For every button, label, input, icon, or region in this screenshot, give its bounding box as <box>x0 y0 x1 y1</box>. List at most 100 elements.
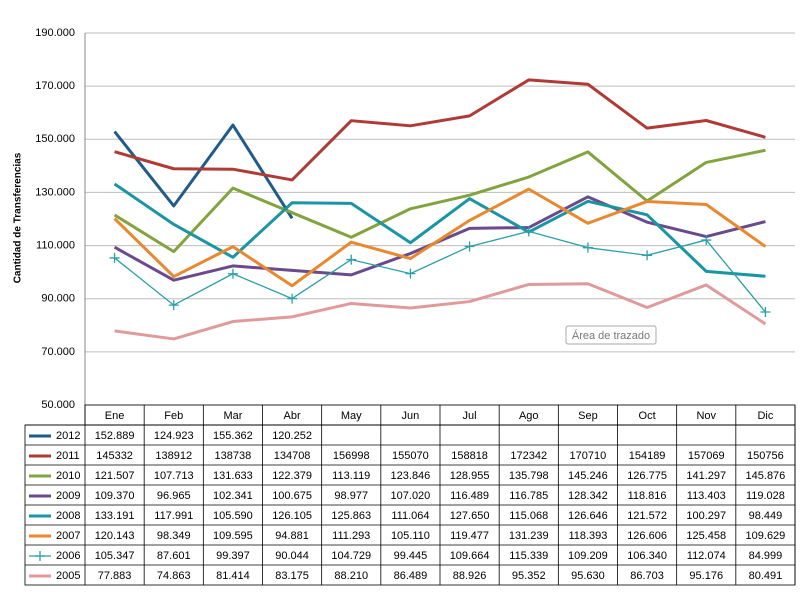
y-tick-label: 170.000 <box>35 80 75 92</box>
table-value: 135.798 <box>509 470 549 482</box>
series-line <box>114 282 767 341</box>
table-value: 115.339 <box>509 550 548 562</box>
table-value: 113.119 <box>332 470 370 482</box>
table-value: 131.633 <box>213 470 253 482</box>
table-value: 120.143 <box>95 530 135 542</box>
x-tick-label: Abr <box>284 410 301 422</box>
table-value: 118.816 <box>628 490 667 502</box>
legend-label: 2011 <box>56 450 80 462</box>
y-axis-title: Cantidad de Transferencias <box>13 152 24 283</box>
point-marker <box>227 268 238 279</box>
table-value: 98.449 <box>749 510 783 522</box>
table-value: 74.863 <box>157 570 191 582</box>
legend-label: 2010 <box>56 470 80 482</box>
table-value: 98.349 <box>157 530 191 542</box>
table-value: 105.347 <box>95 550 135 562</box>
table-value: 88.926 <box>453 570 487 582</box>
legend-label: 2008 <box>56 510 80 522</box>
legend-label: 2005 <box>56 570 80 582</box>
table-value: 109.209 <box>568 550 608 562</box>
table-value: 109.595 <box>213 530 253 542</box>
table-value: 100.675 <box>272 490 312 502</box>
table-value: 125.458 <box>686 530 726 542</box>
point-marker <box>582 242 593 253</box>
point-marker <box>523 226 534 237</box>
annotation-box <box>565 325 657 345</box>
table-value: 170710 <box>570 450 607 462</box>
table-value: 104.729 <box>331 550 371 562</box>
table-value: 128.955 <box>450 470 490 482</box>
table-value: 86.703 <box>630 570 664 582</box>
point-marker <box>405 268 416 279</box>
x-tick-label: Jul <box>463 410 477 422</box>
point-marker <box>168 300 179 311</box>
table-value: 124.923 <box>154 430 194 442</box>
x-tick-label: Ago <box>519 410 539 422</box>
table-value: 121.507 <box>95 470 135 482</box>
table-value: 87.601 <box>157 550 191 562</box>
table-value: 125.863 <box>331 510 371 522</box>
point-marker <box>701 235 712 246</box>
table-value: 88.210 <box>334 570 368 582</box>
table-value: 121.572 <box>627 510 667 522</box>
table-value: 156998 <box>333 450 370 462</box>
table-value: 111.293 <box>332 530 370 542</box>
table-value: 105.590 <box>213 510 253 522</box>
table-value: 102.341 <box>213 490 253 502</box>
table-value: 112.074 <box>687 550 726 562</box>
y-tick-label: 190.000 <box>35 27 75 39</box>
table-value: 81.414 <box>216 570 250 582</box>
table-value: 84.999 <box>749 550 783 562</box>
table-value: 145.246 <box>568 470 608 482</box>
table-value: 133.191 <box>95 510 135 522</box>
table-value: 123.846 <box>391 470 431 482</box>
x-tick-label: Dic <box>757 410 773 422</box>
table-value: 120.252 <box>272 430 312 442</box>
table-value: 117.991 <box>154 510 193 522</box>
table-value: 126.775 <box>627 470 667 482</box>
table-value: 172342 <box>510 450 547 462</box>
table-value: 145332 <box>96 450 133 462</box>
x-tick-label: Sep <box>578 410 598 422</box>
series-line <box>114 78 766 182</box>
table-value: 134708 <box>274 450 311 462</box>
y-tick-label: 110.000 <box>36 239 75 251</box>
y-tick-label: 90.000 <box>41 293 75 305</box>
table-value: 107.713 <box>154 470 194 482</box>
legend-label: 2007 <box>56 530 80 542</box>
table-value: 115.068 <box>509 510 548 522</box>
table-value: 107.020 <box>391 490 431 502</box>
annotation: Área de trazado <box>572 329 650 342</box>
x-tick-label: Jun <box>402 410 420 422</box>
y-tick-label: 50.000 <box>41 399 75 411</box>
table-value: 80.491 <box>749 570 783 582</box>
table-value: 111.064 <box>391 510 429 522</box>
table-value: 94.881 <box>275 530 309 542</box>
table-value: 158818 <box>451 450 488 462</box>
table-value: 138738 <box>215 450 252 462</box>
table-value: 113.403 <box>687 490 726 502</box>
table-value: 155070 <box>392 450 429 462</box>
y-tick-label: 150.000 <box>35 133 75 145</box>
x-tick-label: Feb <box>164 410 183 422</box>
table-value: 126.105 <box>272 510 312 522</box>
y-tick-label: 70.000 <box>41 346 75 358</box>
table-value: 119.028 <box>746 490 785 502</box>
x-tick-label: Nov <box>696 410 716 422</box>
table-value: 86.489 <box>394 570 428 582</box>
table-value: 116.489 <box>450 490 489 502</box>
table-value: 145.876 <box>746 470 786 482</box>
legend-label: 2012 <box>56 430 80 442</box>
series-line <box>113 123 294 220</box>
table-value: 95.176 <box>689 570 723 582</box>
point-marker <box>464 241 475 252</box>
table-value: 109.664 <box>450 550 490 562</box>
x-tick-label: Ene <box>105 410 125 422</box>
table-value: 98.977 <box>334 490 368 502</box>
table-value: 119.477 <box>450 530 489 542</box>
series-line <box>113 148 766 254</box>
table-value: 106.340 <box>627 550 667 562</box>
table-value: 83.175 <box>275 570 309 582</box>
table-value: 122.379 <box>272 470 312 482</box>
